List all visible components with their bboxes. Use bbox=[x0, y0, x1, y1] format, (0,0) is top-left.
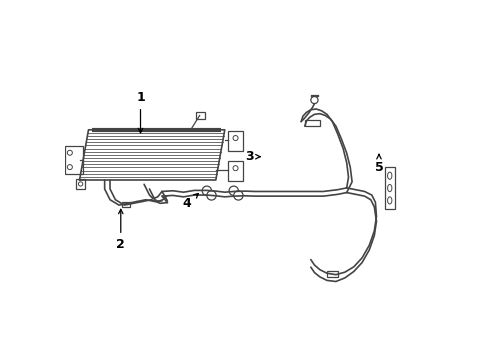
Bar bbox=[326, 271, 337, 277]
Ellipse shape bbox=[387, 184, 391, 192]
Circle shape bbox=[67, 150, 72, 155]
Text: 5: 5 bbox=[374, 154, 383, 174]
Text: 1: 1 bbox=[136, 91, 144, 133]
Bar bbox=[228, 161, 242, 181]
Bar bbox=[228, 131, 242, 150]
Ellipse shape bbox=[387, 197, 391, 204]
Circle shape bbox=[67, 165, 72, 170]
Bar bbox=[305, 121, 319, 126]
Text: 4: 4 bbox=[183, 194, 198, 210]
Circle shape bbox=[228, 186, 238, 195]
Ellipse shape bbox=[387, 172, 391, 179]
Bar bbox=[122, 202, 130, 207]
Circle shape bbox=[78, 182, 82, 186]
Circle shape bbox=[202, 186, 211, 195]
Circle shape bbox=[206, 191, 216, 200]
Bar bbox=[384, 167, 394, 209]
Circle shape bbox=[233, 135, 238, 140]
Bar bbox=[76, 179, 85, 189]
Bar bbox=[65, 145, 83, 174]
Text: 2: 2 bbox=[116, 209, 125, 251]
Circle shape bbox=[233, 191, 243, 200]
Text: 3: 3 bbox=[245, 150, 260, 163]
Circle shape bbox=[310, 96, 317, 104]
Bar bbox=[196, 112, 204, 119]
Circle shape bbox=[233, 166, 238, 171]
